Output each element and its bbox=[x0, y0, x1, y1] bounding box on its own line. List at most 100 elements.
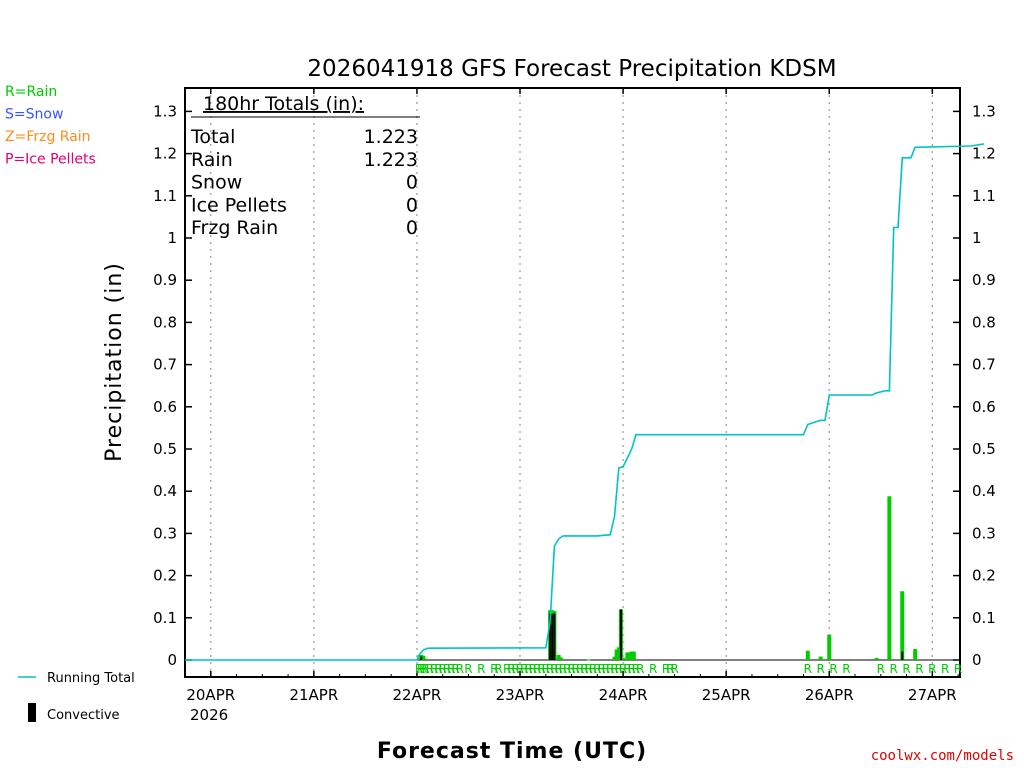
rain-marker: R bbox=[426, 662, 434, 676]
rain-bar bbox=[627, 652, 632, 660]
rain-bar bbox=[423, 658, 428, 660]
rain-marker: R bbox=[563, 662, 571, 676]
y-tick-label: 0.7 bbox=[153, 356, 177, 374]
totals-row-value: 0 bbox=[406, 194, 418, 216]
y-tick-label-right: 1.2 bbox=[972, 145, 996, 163]
totals-row-value: 1.223 bbox=[364, 126, 418, 148]
x-tick-label: 25APR bbox=[702, 686, 751, 704]
rain-marker: R bbox=[439, 662, 447, 676]
y-tick-label: 1 bbox=[167, 229, 177, 247]
y-tick-label: 0.8 bbox=[153, 313, 177, 331]
y-tick-label-right: 0.6 bbox=[972, 398, 996, 416]
rain-marker: R bbox=[477, 662, 485, 676]
rain-marker: R bbox=[632, 662, 640, 676]
rain-marker: R bbox=[494, 662, 502, 676]
rain-marker: R bbox=[610, 662, 618, 676]
chart-title: 2026041918 GFS Forecast Precipitation KD… bbox=[307, 56, 836, 82]
y-tick-label-right: 1.3 bbox=[972, 102, 996, 120]
rain-marker: R bbox=[666, 662, 674, 676]
y-tick-label: 0.2 bbox=[153, 567, 177, 585]
rain-marker: R bbox=[954, 662, 962, 676]
y-tick-label-right: 1 bbox=[972, 229, 982, 247]
rain-bar bbox=[805, 650, 810, 660]
rain-marker: R bbox=[816, 662, 824, 676]
rain-bar bbox=[900, 591, 905, 660]
y-tick-label-right: 1.1 bbox=[972, 187, 996, 205]
precip-type-legend: R=Rain S=Snow Z=Frzg Rain P=Ice Pellets bbox=[5, 84, 96, 168]
y-tick-label-right: 0.1 bbox=[972, 609, 996, 627]
rain-marker: R bbox=[585, 662, 593, 676]
rain-marker: R bbox=[524, 662, 532, 676]
y-tick-label: 0 bbox=[167, 651, 177, 669]
rain-marker: R bbox=[804, 662, 812, 676]
convective-bar bbox=[420, 656, 423, 660]
rain-marker: R bbox=[507, 662, 515, 676]
y-tick-label: 0.9 bbox=[153, 271, 177, 289]
rain-marker: R bbox=[628, 662, 636, 676]
rain-bar bbox=[417, 658, 422, 660]
y-tick-label: 0.1 bbox=[153, 609, 177, 627]
x-tick-label: 20APR bbox=[186, 686, 235, 704]
rain-marker: R bbox=[615, 662, 623, 676]
rain-bar bbox=[631, 651, 636, 660]
rain-marker: R bbox=[589, 662, 597, 676]
convective-bars bbox=[420, 609, 904, 660]
convective-bar bbox=[551, 613, 554, 660]
rain-marker: R bbox=[529, 662, 537, 676]
rain-marker: R bbox=[503, 662, 511, 676]
y-tick-label-right: 0.9 bbox=[972, 271, 996, 289]
rain-marker: R bbox=[456, 662, 464, 676]
y-tick-label: 0.3 bbox=[153, 524, 177, 542]
x-tick-label: 24APR bbox=[599, 686, 648, 704]
rain-marker: R bbox=[597, 662, 605, 676]
rain-marker: R bbox=[520, 662, 528, 676]
totals-row-label: Frzg Rain bbox=[191, 217, 278, 239]
day-gridlines bbox=[210, 88, 933, 677]
convective-legend: Convective bbox=[47, 708, 120, 723]
rain-bar bbox=[558, 657, 563, 660]
totals-table: 180hr Totals (in): Total 1.223 Rain 1.223 Sn… bbox=[190, 93, 420, 239]
totals-row-value: 0 bbox=[406, 217, 418, 239]
y-tick-label-right: 0.7 bbox=[972, 356, 996, 374]
rain-bar bbox=[874, 657, 879, 660]
rain-marker: R bbox=[567, 662, 575, 676]
rain-bar bbox=[586, 659, 591, 661]
rain-marker: R bbox=[434, 662, 442, 676]
rain-marker: R bbox=[447, 662, 455, 676]
rain-marker: R bbox=[417, 662, 425, 676]
rain-marker: R bbox=[490, 662, 498, 676]
x-tick-label: 23APR bbox=[496, 686, 545, 704]
rain-marker: R bbox=[559, 662, 567, 676]
running-total-line bbox=[185, 143, 985, 661]
rain-bar bbox=[629, 651, 634, 660]
convective-bar bbox=[553, 613, 556, 660]
rain-marker: R bbox=[550, 662, 558, 676]
y-tick-label: 1.1 bbox=[153, 187, 177, 205]
rain-marker: R bbox=[419, 662, 427, 676]
totals-row-label: Ice Pellets bbox=[191, 194, 287, 216]
rain-bar bbox=[625, 652, 630, 660]
y-tick-label-right: 0 bbox=[972, 651, 982, 669]
x-axis-label: Forecast Time (UTC) bbox=[377, 739, 647, 764]
rain-marker: R bbox=[576, 662, 584, 676]
rain-marker: R bbox=[443, 662, 451, 676]
y-tick-label: 0.6 bbox=[153, 398, 177, 416]
rain-bar bbox=[621, 657, 626, 660]
site-credit: coolwx.com/models bbox=[871, 748, 1014, 764]
totals-row-value: 1.223 bbox=[364, 149, 418, 171]
y-tick-label: 1.3 bbox=[153, 102, 177, 120]
rain-marker: R bbox=[421, 662, 429, 676]
plot-frame bbox=[184, 87, 961, 678]
rain-marker: R bbox=[606, 662, 614, 676]
y-tick-label: 1.2 bbox=[153, 145, 177, 163]
rain-bar bbox=[818, 656, 823, 660]
y-axis-label: Precipitation (in) bbox=[102, 262, 127, 462]
rain-marker: R bbox=[877, 662, 885, 676]
rain-marker: R bbox=[537, 662, 545, 676]
rain-marker: R bbox=[902, 662, 910, 676]
rain-marker: R bbox=[554, 662, 562, 676]
rain-bar bbox=[887, 496, 892, 660]
convective-bar bbox=[549, 613, 552, 660]
x-tick-label: 26APR bbox=[805, 686, 854, 704]
